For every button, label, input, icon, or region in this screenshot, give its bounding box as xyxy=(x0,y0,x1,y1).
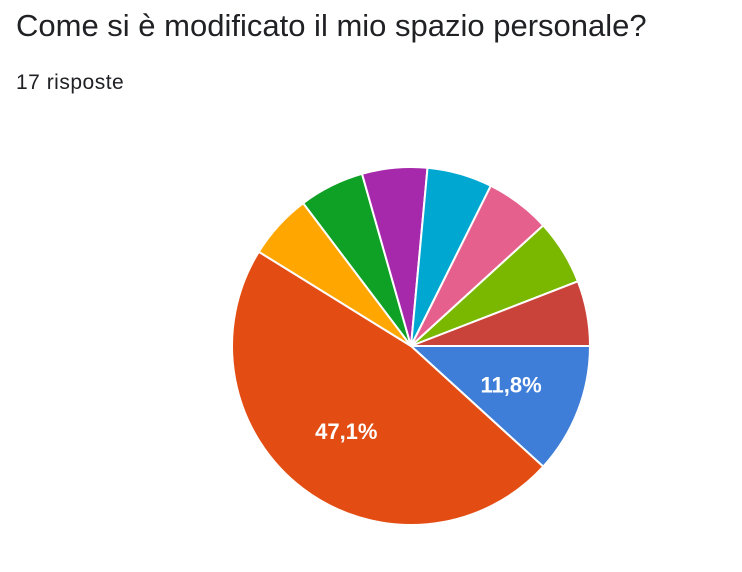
pie-data-label-2: 47,1% xyxy=(315,419,377,444)
chart-title: Come si è modificato il mio spazio perso… xyxy=(16,8,647,43)
pie-slices xyxy=(231,166,591,526)
response-count: 17 risposte xyxy=(16,71,125,94)
pie-slice-2 xyxy=(231,250,545,526)
pie-data-label-1: 11,8% xyxy=(481,372,542,397)
pie-slice-9 xyxy=(410,280,591,347)
pie-slice-1 xyxy=(410,345,591,468)
pie-data-labels: 11,8% 47,1% xyxy=(315,372,542,444)
